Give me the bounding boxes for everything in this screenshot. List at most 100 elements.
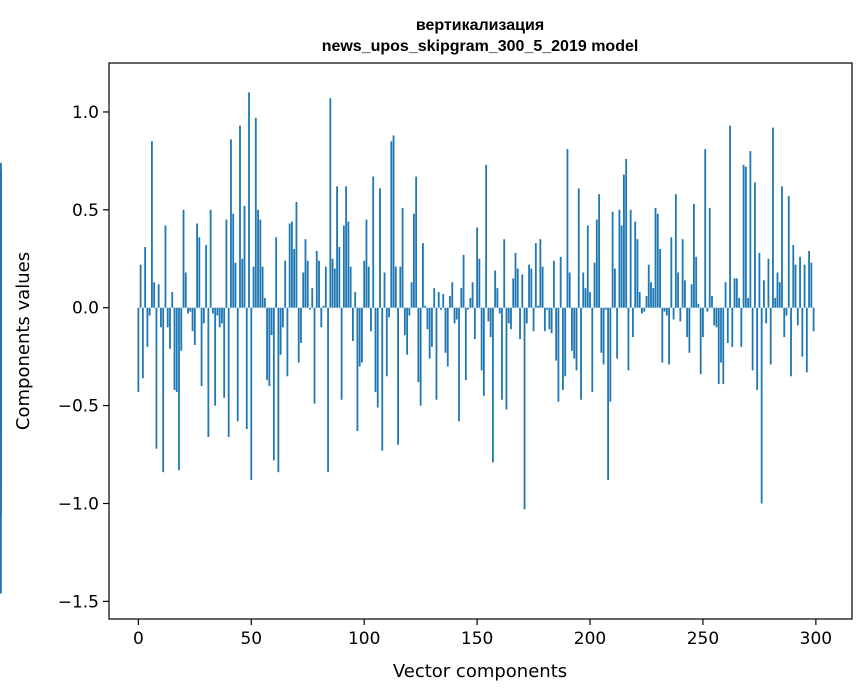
bar-component-233 (663, 307, 666, 312)
bar-component-190 (566, 149, 569, 308)
bar-component-98 (358, 307, 361, 367)
bar-component-63 (279, 307, 282, 355)
bar-component-151 (478, 258, 481, 308)
bar-component-109 (383, 272, 386, 308)
bar-component-54 (259, 219, 262, 308)
chart-subtitle: news_upos_skipgram_300_5_2019 model (322, 38, 639, 55)
bar-component-9 (157, 284, 160, 308)
bar-component-197 (582, 272, 585, 308)
bar-component-121 (410, 282, 413, 308)
bar-component-154 (485, 164, 488, 308)
bar-component-127 (424, 305, 427, 308)
bar-component-80 (318, 260, 320, 308)
bar-component-294 (801, 307, 804, 357)
bar-component-100 (363, 260, 366, 308)
bar-component-186 (557, 307, 560, 402)
bar-component-136 (444, 307, 447, 353)
bar-component-232 (661, 307, 664, 363)
bar-component-undefined (0, 170, 2, 308)
bar-component-146 (467, 307, 469, 310)
bar-component-251 (704, 149, 707, 308)
bar-component-145 (464, 307, 467, 381)
bar-component-281 (772, 127, 774, 308)
bar-component-255 (713, 307, 716, 326)
x-tick-label: 150 (461, 629, 493, 649)
bar-component-22 (187, 307, 189, 314)
bar-component-24 (191, 307, 194, 332)
bar-component-217 (627, 307, 630, 371)
bar-component-39 (225, 219, 228, 308)
bar-component-209 (609, 307, 612, 402)
bar-component-245 (690, 284, 693, 308)
bar-component-120 (408, 307, 411, 316)
bar-component-263 (731, 307, 734, 347)
bar-component-194 (575, 307, 578, 371)
bar-component-123 (415, 176, 418, 308)
bar-component-153 (482, 307, 485, 396)
bar-component-30 (205, 245, 208, 308)
bar-component-219 (632, 307, 634, 338)
bar-component-104 (372, 176, 375, 308)
bar-component-192 (571, 307, 573, 351)
bar-component-119 (406, 307, 409, 355)
bar-component-266 (738, 297, 740, 308)
bar-component-244 (688, 307, 691, 353)
y-tick-label: 0.5 (72, 201, 99, 221)
bar-component-16 (173, 307, 176, 390)
bar-component-126 (422, 243, 424, 308)
bar-component-213 (618, 209, 621, 308)
plot-frame (108, 62, 853, 620)
bar-component-168 (516, 268, 519, 308)
x-tick-label: 300 (800, 629, 832, 649)
bar-component-5 (148, 307, 151, 316)
bar-component-96 (354, 292, 357, 308)
bar-component-65 (284, 260, 287, 308)
bar-component-180 (543, 307, 546, 332)
bar-component-99 (361, 307, 363, 363)
bar-component-195 (577, 188, 580, 308)
bar-component-35 (216, 307, 219, 316)
bar-component-156 (489, 307, 492, 338)
bar-component-275 (758, 252, 761, 308)
bar-component-133 (437, 292, 440, 308)
bar-component-93 (347, 221, 350, 308)
bar-component-45 (239, 125, 241, 308)
bar-component-276 (760, 307, 763, 504)
bar-component-159 (496, 288, 499, 308)
bar-component-236 (670, 237, 673, 308)
bar-component-191 (568, 272, 571, 308)
bar-component-240 (679, 307, 682, 322)
bar-component-81 (320, 307, 323, 328)
bar-component-64 (281, 307, 284, 328)
y-tick-label: 1.0 (72, 103, 99, 123)
bar-component-158 (494, 270, 497, 308)
bar-component-17 (175, 307, 178, 392)
bar-component-273 (753, 182, 756, 308)
bar-component-125 (419, 307, 422, 406)
bar-component-283 (776, 272, 779, 308)
bar-component-225 (645, 295, 648, 308)
bar-component-260 (724, 282, 727, 308)
bar-component-110 (385, 307, 388, 377)
bar-component-248 (697, 303, 700, 308)
bar-component-215 (623, 174, 625, 308)
bar-component-67 (288, 223, 291, 308)
bar-component-205 (600, 307, 603, 353)
bar-component-90 (340, 307, 343, 400)
bar-component-2 (141, 307, 144, 379)
bar-component-291 (794, 264, 797, 308)
bar-component-286 (783, 307, 786, 338)
bar-component-274 (756, 307, 759, 390)
bar-component-58 (268, 307, 271, 387)
bar-component-103 (370, 307, 372, 332)
bar-component-46 (241, 258, 244, 308)
bar-component-106 (376, 307, 379, 408)
bar-component-28 (200, 307, 203, 387)
bar-component-235 (668, 307, 670, 365)
bar-component-75 (306, 260, 309, 308)
bar-component-131 (433, 288, 436, 308)
bar-component-202 (593, 262, 596, 308)
bar-component-207 (604, 307, 607, 310)
y-tick-label: 0.0 (72, 299, 99, 319)
